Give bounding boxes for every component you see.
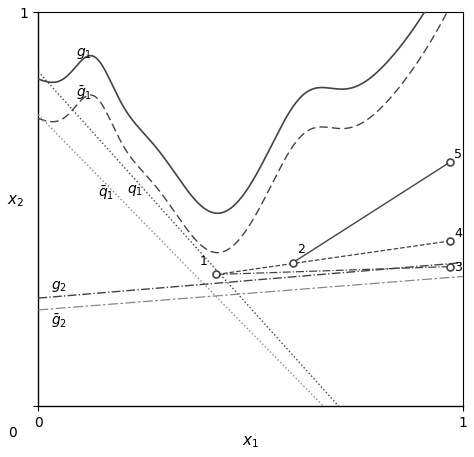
X-axis label: $x_1$: $x_1$ <box>242 434 259 450</box>
Text: $q_1$: $q_1$ <box>128 182 144 197</box>
Text: 0: 0 <box>8 426 17 440</box>
Y-axis label: $x_2$: $x_2$ <box>7 194 24 209</box>
Text: $\bar{q}_1$: $\bar{q}_1$ <box>98 185 114 202</box>
Text: 3: 3 <box>454 260 462 274</box>
Text: 2: 2 <box>297 243 305 256</box>
Text: 5: 5 <box>454 148 462 161</box>
Text: 1: 1 <box>200 255 208 268</box>
Text: 4: 4 <box>454 227 462 240</box>
Text: $\bar{g}_2$: $\bar{g}_2$ <box>51 312 67 329</box>
Text: $\bar{g}_1$: $\bar{g}_1$ <box>76 84 92 102</box>
Text: $g_1$: $g_1$ <box>76 46 92 61</box>
Text: $g_2$: $g_2$ <box>51 279 67 294</box>
